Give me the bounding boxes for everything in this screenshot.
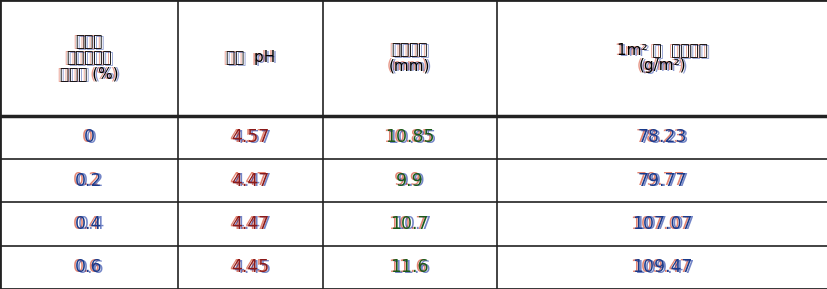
Text: 107.07: 107.07 [629, 215, 690, 233]
Text: 4.57: 4.57 [233, 129, 271, 147]
Text: 78.23: 78.23 [637, 128, 686, 146]
Text: 0: 0 [81, 128, 93, 146]
Text: 4.47: 4.47 [229, 171, 267, 189]
Text: 0.4: 0.4 [75, 215, 103, 233]
Text: 쳊가량 (%): 쳊가량 (%) [60, 66, 118, 81]
Text: 습윤두께: 습윤두께 [393, 43, 430, 58]
Text: 109.47: 109.47 [633, 259, 694, 277]
Text: 마더덕: 마더덕 [77, 35, 105, 50]
Text: (mm): (mm) [386, 58, 428, 73]
Text: 0.6: 0.6 [77, 259, 105, 277]
Text: 1m² 당  건조중량: 1m² 당 건조중량 [619, 43, 709, 58]
Text: 79.77: 79.77 [639, 172, 688, 190]
Text: 10.7: 10.7 [390, 215, 428, 233]
Text: (mm): (mm) [389, 58, 430, 73]
Text: 4.57: 4.57 [231, 128, 270, 146]
Text: 4.47: 4.47 [229, 215, 267, 233]
Text: 4.45: 4.45 [233, 259, 271, 277]
Text: (g/m²): (g/m²) [636, 58, 683, 73]
Text: 4.45: 4.45 [231, 258, 270, 276]
Text: 10.85: 10.85 [387, 129, 436, 147]
Text: (g/m²): (g/m²) [638, 58, 686, 73]
Text: 0.2: 0.2 [73, 171, 101, 189]
Text: 0.2: 0.2 [75, 172, 103, 190]
Text: 10.7: 10.7 [392, 215, 431, 233]
Text: 4.47: 4.47 [233, 215, 271, 233]
Text: 109.47: 109.47 [631, 258, 692, 276]
Text: 1m² 당  건조중량: 1m² 당 건조중량 [616, 42, 707, 57]
Text: 10.85: 10.85 [383, 128, 432, 146]
Text: 11.6: 11.6 [388, 258, 427, 276]
Text: 9.9: 9.9 [395, 172, 423, 190]
Text: 습윤두께: 습윤두께 [389, 42, 426, 57]
Text: 78.23: 78.23 [635, 128, 684, 146]
Text: 10.85: 10.85 [385, 128, 434, 146]
Text: 107.07: 107.07 [633, 215, 694, 233]
Text: 0.6: 0.6 [75, 258, 103, 276]
Text: (g/m²): (g/m²) [640, 59, 687, 74]
Text: 0: 0 [84, 128, 94, 146]
Text: 79.77: 79.77 [635, 171, 684, 189]
Text: 9.9: 9.9 [394, 171, 421, 189]
Text: 최종  pH: 최종 pH [223, 50, 273, 65]
Text: 4.47: 4.47 [231, 215, 270, 233]
Text: 4.47: 4.47 [231, 172, 270, 190]
Text: 셀룰로오스: 셀룰로오스 [68, 51, 114, 66]
Text: 0: 0 [85, 129, 97, 147]
Text: 107.07: 107.07 [631, 215, 692, 233]
Text: 0.2: 0.2 [77, 172, 105, 190]
Text: 9.9: 9.9 [398, 172, 425, 190]
Text: 78.23: 78.23 [639, 129, 688, 147]
Text: 109.47: 109.47 [629, 258, 690, 276]
Text: 최종  pH: 최종 pH [226, 50, 275, 65]
Text: 11.6: 11.6 [392, 259, 431, 277]
Text: 쳊가량 (%): 쳊가량 (%) [58, 66, 116, 81]
Text: (mm): (mm) [390, 59, 433, 74]
Text: 79.77: 79.77 [637, 172, 686, 190]
Text: 0.4: 0.4 [77, 215, 105, 233]
Text: 마더덕: 마더덕 [73, 34, 101, 49]
Text: 셀룰로오스: 셀룰로오스 [64, 50, 110, 65]
Text: 4.57: 4.57 [229, 128, 267, 146]
Text: 0.6: 0.6 [73, 258, 101, 276]
Text: 마더덕: 마더덕 [75, 34, 103, 49]
Text: 0.4: 0.4 [73, 215, 101, 233]
Text: 10.7: 10.7 [388, 215, 427, 233]
Text: 최종  pH: 최종 pH [227, 51, 277, 66]
Text: 쳊가량 (%): 쳊가량 (%) [62, 66, 120, 81]
Text: 4.45: 4.45 [229, 258, 267, 276]
Text: 습윤두께: 습윤두께 [391, 42, 428, 57]
Text: 1m² 당  건조중량: 1m² 당 건조중량 [614, 42, 705, 57]
Text: 11.6: 11.6 [390, 258, 428, 276]
Text: 셀룰로오스: 셀룰로오스 [66, 50, 112, 65]
Text: 4.47: 4.47 [233, 172, 271, 190]
